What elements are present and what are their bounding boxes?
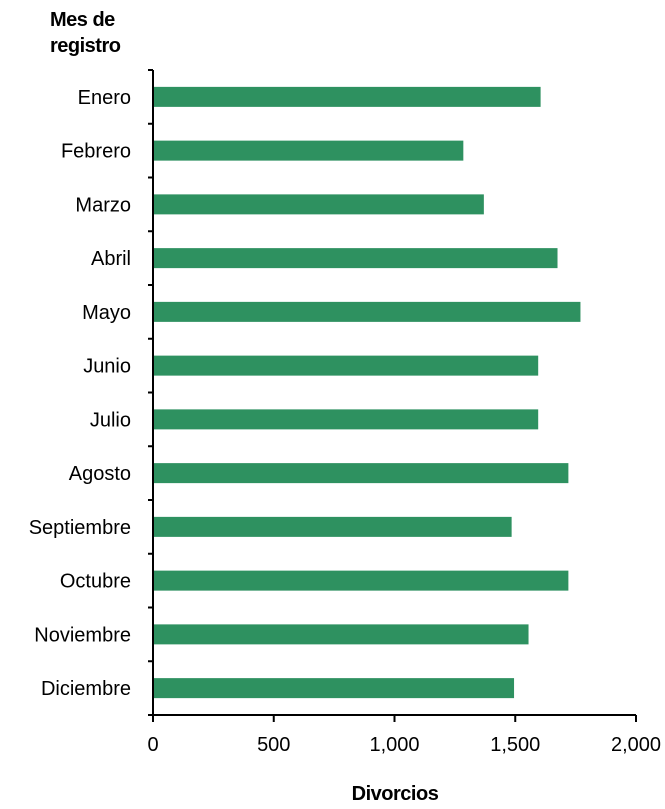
category-label-septiembre: Septiembre [29,517,131,539]
x-tick-label: 2,000 [611,734,661,756]
y-axis-title: Mes de registro [50,7,121,59]
bar-agosto [154,463,569,484]
bar-junio [154,355,539,376]
category-label-mayo: Mayo [82,302,131,324]
category-label-octubre: Octubre [60,571,131,593]
x-tick-label: 0 [147,734,158,756]
category-label-febrero: Febrero [61,141,131,163]
x-tick-label: 1,500 [490,734,540,756]
bar-marzo [154,194,484,215]
bar-mayo [154,301,581,322]
category-label-enero: Enero [78,87,131,109]
category-label-marzo: Marzo [75,194,131,216]
bar-abril [154,248,558,269]
category-label-noviembre: Noviembre [34,624,131,646]
category-label-agosto: Agosto [69,463,131,485]
category-label-julio: Julio [90,409,131,431]
x-tick-label: 500 [257,734,290,756]
bar-julio [154,409,539,430]
x-axis-title: Divorcios [351,783,439,805]
bar-enero [154,86,541,107]
category-label-diciembre: Diciembre [41,678,131,700]
category-label-abril: Abril [91,248,131,270]
category-label-junio: Junio [83,356,131,378]
bar-febrero [154,140,464,161]
y-axis-title-line-2: registro [50,35,121,57]
bar-octubre [154,570,569,591]
x-tick-label: 1,000 [369,734,419,756]
bar-septiembre [154,516,512,537]
bar-noviembre [154,624,529,645]
bar-diciembre [154,678,515,699]
y-axis-title-line-1: Mes de [50,9,115,31]
